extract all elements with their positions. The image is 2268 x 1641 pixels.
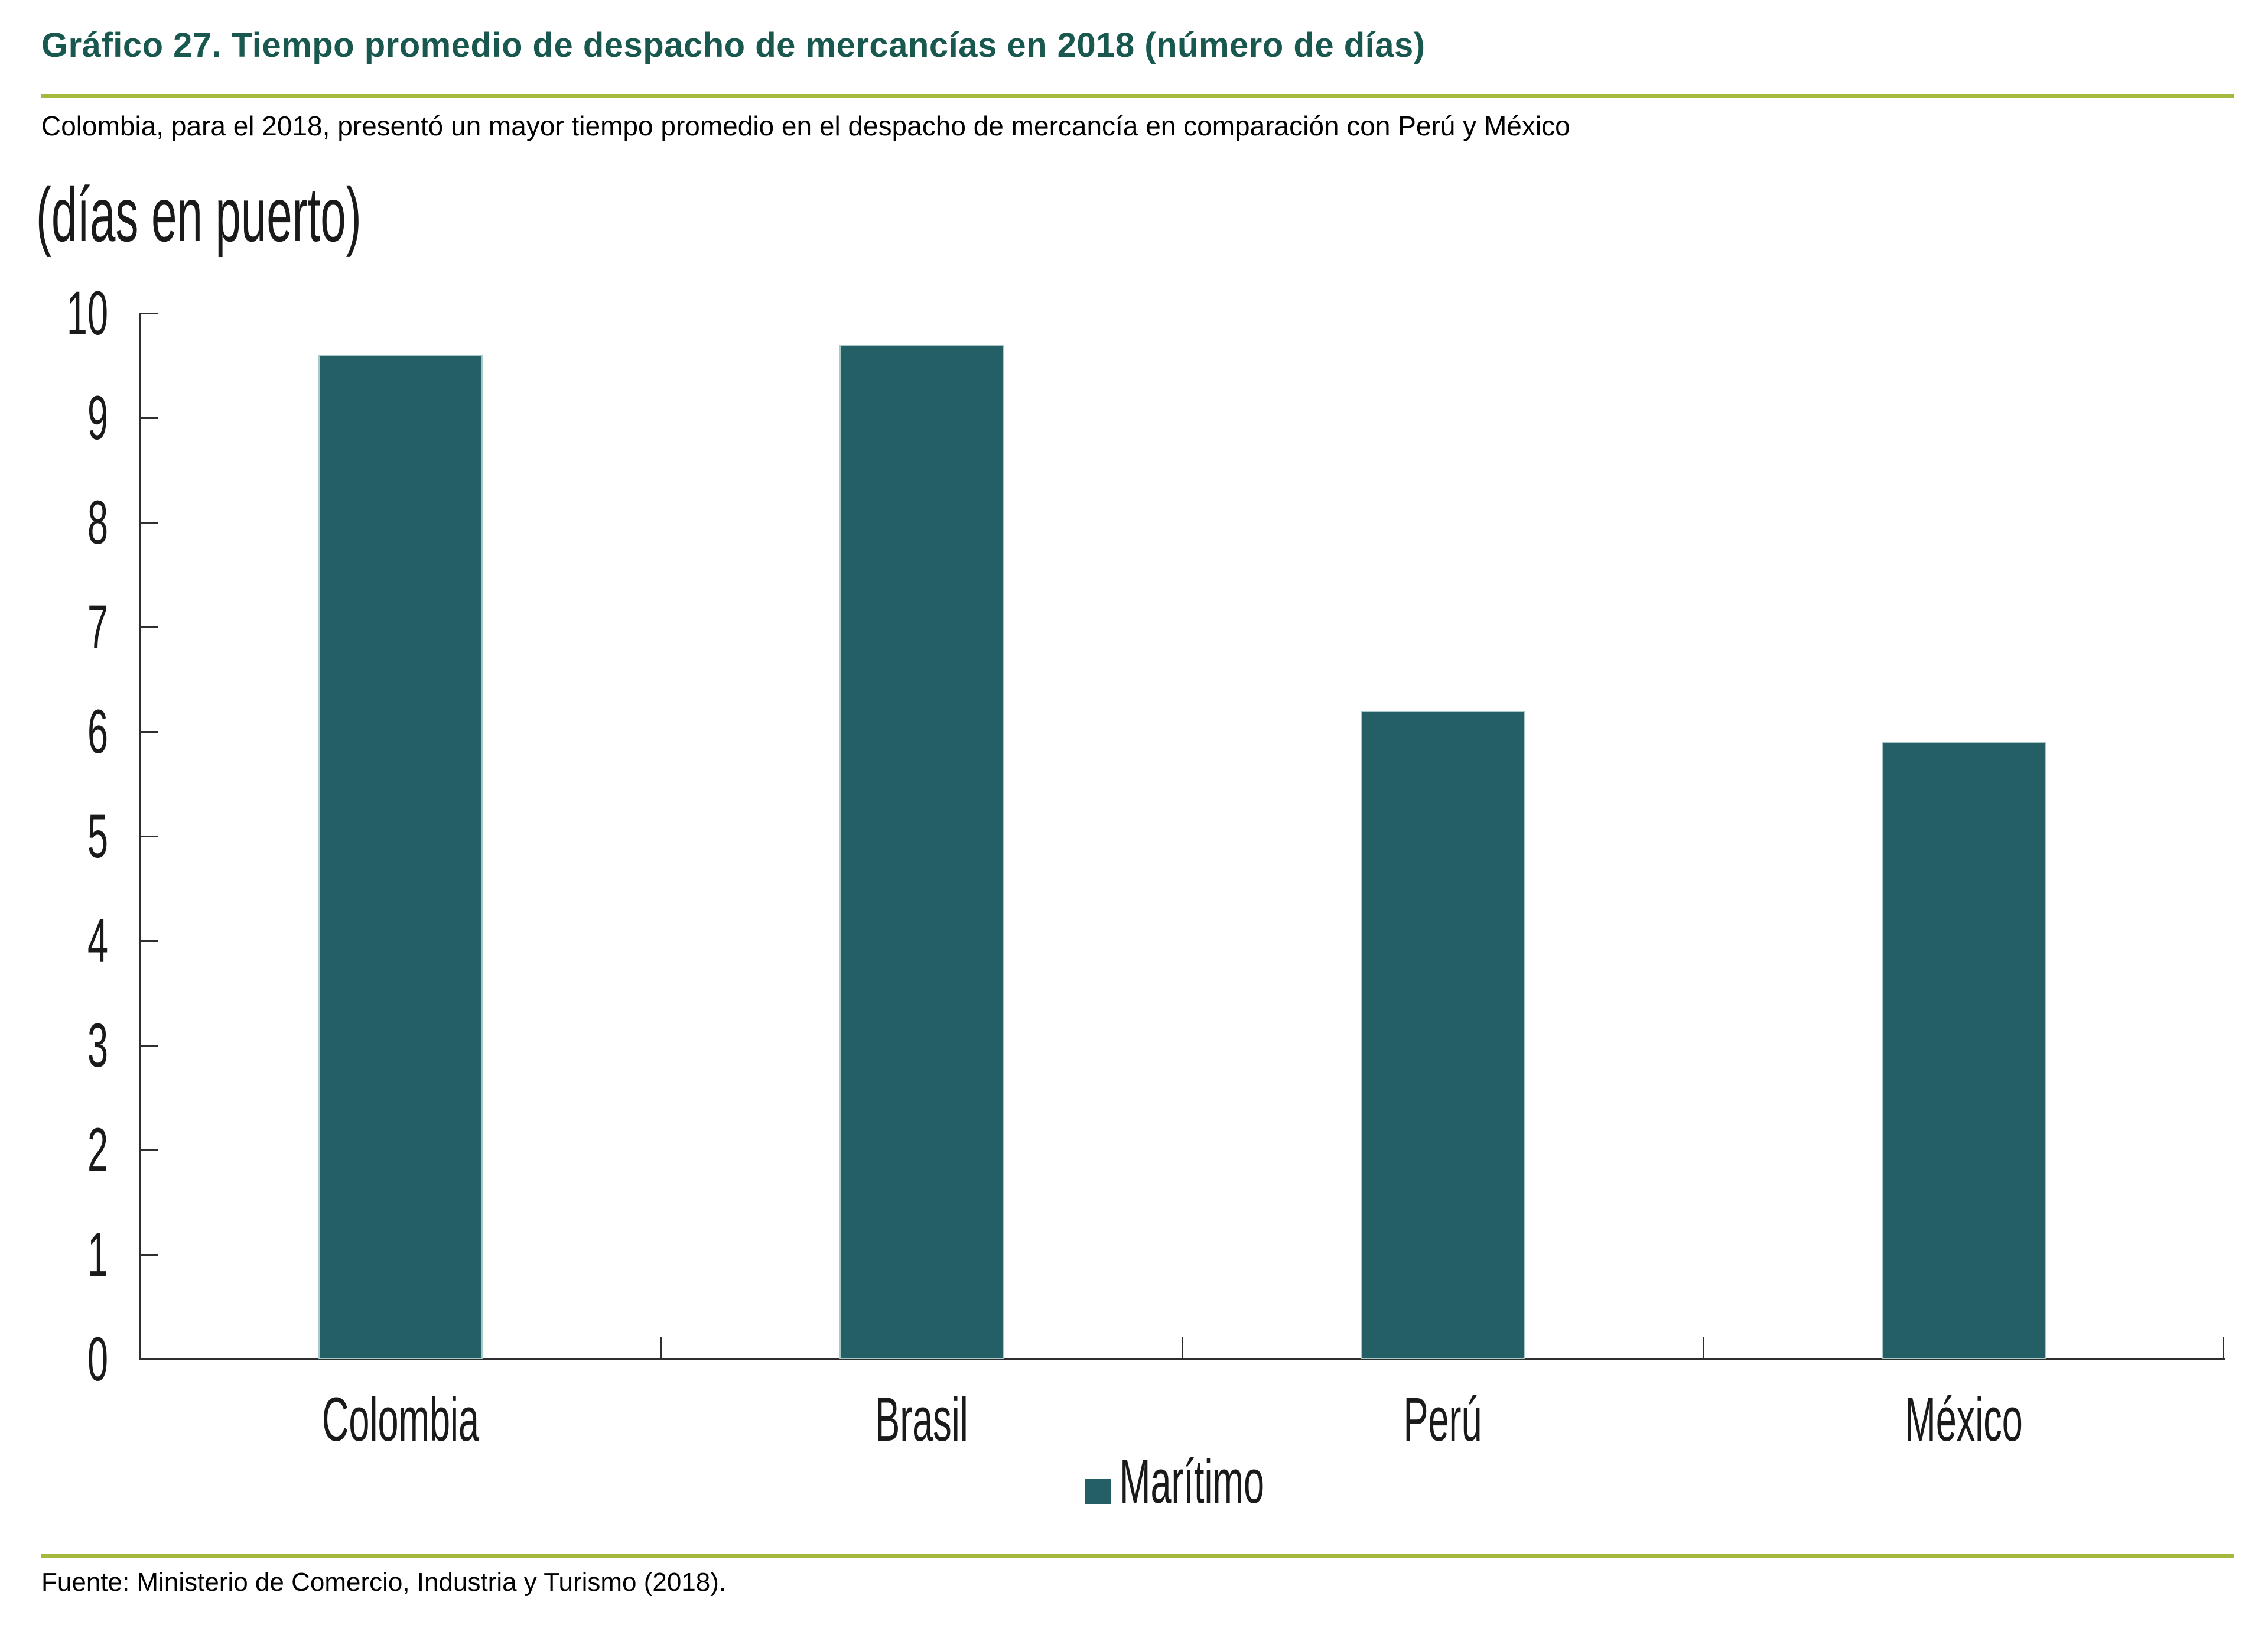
legend-label: Marítimo <box>1120 1447 1265 1516</box>
y-tick-label: 1 <box>87 1220 108 1289</box>
y-axis-unit-label: (días en puerto) <box>36 171 362 258</box>
x-category-label: Brasil <box>875 1385 968 1454</box>
title-divider-rule <box>41 94 2234 98</box>
bar-brasil <box>839 345 1004 1359</box>
source-divider-rule <box>41 1554 2234 1558</box>
y-tick-label: 10 <box>66 278 108 348</box>
x-boundary-tick <box>1181 1337 1183 1359</box>
x-boundary-tick <box>2223 1337 2224 1359</box>
y-tick-label: 7 <box>87 592 108 662</box>
y-tick-mark <box>140 1253 158 1256</box>
x-category-label: Perú <box>1403 1385 1482 1454</box>
legend-swatch <box>1085 1479 1111 1504</box>
chart-title: Gráfico 27. Tiempo promedio de despacho … <box>41 26 1426 64</box>
bar-mexico <box>1882 742 2046 1359</box>
x-boundary-tick <box>1702 1337 1704 1359</box>
y-tick-mark <box>140 417 158 419</box>
y-tick-label: 9 <box>87 383 108 453</box>
bar-peru <box>1361 710 1525 1359</box>
bar-colombia <box>318 355 483 1359</box>
y-tick-mark <box>140 1149 158 1151</box>
chart-subtitle: Colombia, para el 2018, presentó un mayo… <box>41 111 1570 141</box>
x-boundary-tick <box>660 1337 662 1359</box>
y-tick-label: 0 <box>87 1324 108 1394</box>
y-tick-mark <box>140 940 158 942</box>
x-category-label: México <box>1905 1385 2023 1454</box>
y-tick-label: 8 <box>87 488 108 557</box>
source-note: Fuente: Ministerio de Comercio, Industri… <box>41 1568 727 1597</box>
y-tick-label: 6 <box>87 697 108 766</box>
y-tick-label: 3 <box>87 1010 108 1080</box>
y-tick-mark <box>140 730 158 733</box>
y-tick-mark <box>140 835 158 837</box>
x-axis-line <box>139 1358 2225 1360</box>
y-tick-mark <box>140 521 158 524</box>
y-tick-label: 2 <box>87 1115 108 1185</box>
x-category-label: Colombia <box>321 1385 480 1454</box>
y-tick-mark <box>140 626 158 628</box>
y-tick-mark <box>140 1044 158 1047</box>
y-tick-label: 5 <box>87 801 108 871</box>
plot-area: Marítimo 0 1 2 3 4 5 6 7 8 9 10 Colombia Brasil Perú M… <box>67 282 2225 1513</box>
y-tick-label: 4 <box>87 906 108 976</box>
y-tick-mark <box>140 312 158 314</box>
